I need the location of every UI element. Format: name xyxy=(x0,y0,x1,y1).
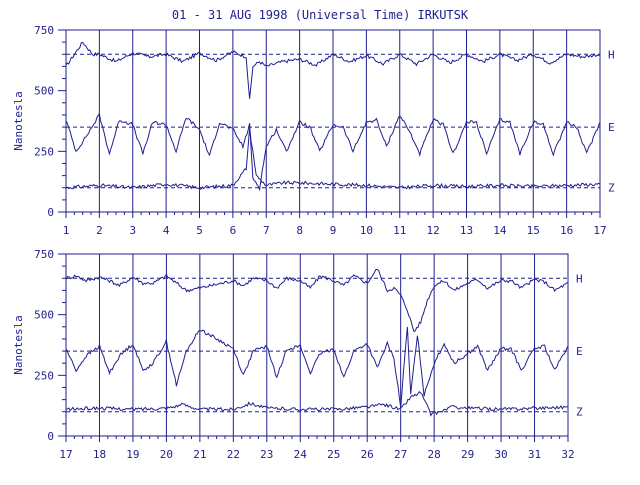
x-tick-label: 7 xyxy=(263,224,270,237)
x-tick-label: 31 xyxy=(528,448,541,461)
y-tick-label: 750 xyxy=(34,24,54,37)
x-tick-label: 12 xyxy=(427,224,440,237)
x-tick-label: 17 xyxy=(59,448,72,461)
y-tick-label: 500 xyxy=(34,85,54,98)
x-tick-label: 29 xyxy=(461,448,474,461)
y-tick-label: 0 xyxy=(47,430,54,443)
x-tick-label: 19 xyxy=(126,448,139,461)
x-tick-label: 18 xyxy=(93,448,106,461)
series-line-z-bottom xyxy=(65,391,569,417)
x-tick-label: 10 xyxy=(360,224,373,237)
x-tick-label: 26 xyxy=(361,448,374,461)
x-tick-label: 16 xyxy=(560,224,573,237)
x-tick-label: 14 xyxy=(493,224,507,237)
y-tick-label: 750 xyxy=(34,248,54,261)
series-label-h: H xyxy=(608,48,615,61)
x-tick-label: 28 xyxy=(428,448,441,461)
x-tick-label: 24 xyxy=(294,448,308,461)
x-tick-label: 1 xyxy=(63,224,70,237)
x-tick-label: 8 xyxy=(296,224,303,237)
x-tick-label: 32 xyxy=(561,448,574,461)
x-tick-label: 22 xyxy=(227,448,240,461)
x-tick-label: 30 xyxy=(494,448,507,461)
series-line-e-top xyxy=(65,113,601,192)
x-tick-label: 25 xyxy=(327,448,340,461)
x-tick-label: 11 xyxy=(393,224,406,237)
x-tick-label: 20 xyxy=(160,448,173,461)
series-line-h-bottom xyxy=(65,269,569,333)
y-tick-label: 500 xyxy=(34,309,54,322)
y-axis-label: Nanotesla xyxy=(12,91,25,151)
series-line-e-bottom xyxy=(65,326,569,408)
series-line-h-top xyxy=(65,41,601,99)
x-tick-label: 23 xyxy=(260,448,273,461)
x-tick-label: 2 xyxy=(96,224,103,237)
series-label-e: E xyxy=(608,121,615,134)
series-label-e: E xyxy=(576,345,583,358)
series-line-z-top xyxy=(65,128,601,190)
x-tick-label: 21 xyxy=(193,448,206,461)
series-label-h: H xyxy=(576,272,583,285)
x-tick-label: 17 xyxy=(593,224,606,237)
x-tick-label: 3 xyxy=(129,224,136,237)
x-tick-label: 15 xyxy=(527,224,540,237)
x-tick-label: 27 xyxy=(394,448,407,461)
x-tick-label: 13 xyxy=(460,224,473,237)
series-label-z: Z xyxy=(576,406,583,419)
y-axis-label: Nanotesla xyxy=(12,315,25,375)
y-tick-label: 250 xyxy=(34,369,54,382)
y-tick-label: 250 xyxy=(34,145,54,158)
x-tick-label: 5 xyxy=(196,224,203,237)
x-tick-label: 9 xyxy=(330,224,337,237)
x-tick-label: 4 xyxy=(163,224,170,237)
chart-title: 01 - 31 AUG 1998 (Universal Time) IRKUTS… xyxy=(171,8,469,22)
y-tick-label: 0 xyxy=(47,206,54,219)
x-tick-label: 6 xyxy=(230,224,237,237)
series-label-z: Z xyxy=(608,182,615,195)
